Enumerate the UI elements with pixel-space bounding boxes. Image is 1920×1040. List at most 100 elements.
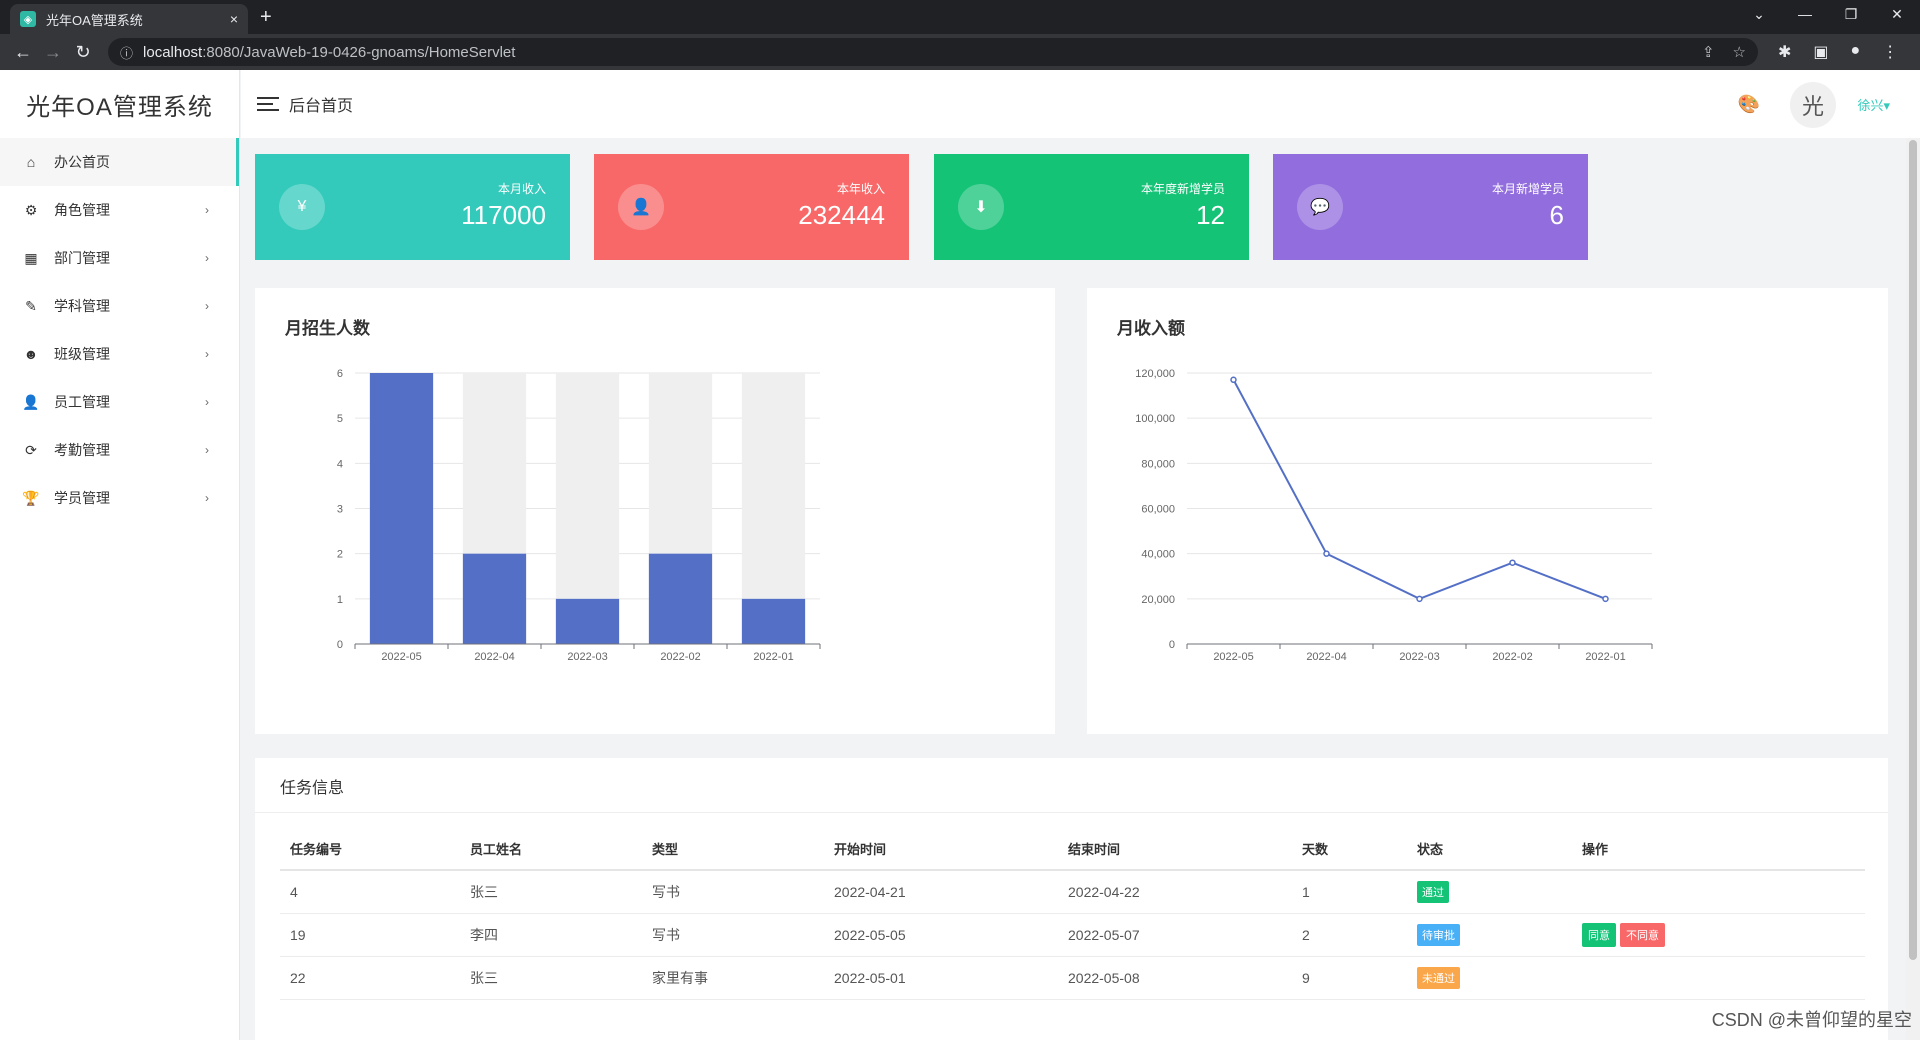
data-point[interactable] [1416,595,1423,603]
cell-status: 通过 [1407,870,1572,914]
stat-icon: ⬇ [958,184,1004,230]
sidebar-item-4[interactable]: ☻ 班级管理 › [0,330,239,378]
sidebar-item-icon: ☻ [23,346,39,362]
tab-close-icon[interactable]: × [229,11,238,27]
approve-button[interactable]: 同意 [1582,922,1616,947]
top-header: 后台首页 🎨 光 徐兴▾ [241,70,1920,138]
share-icon[interactable]: ⇪ [1701,44,1715,61]
cell-end: 2022-05-07 [1058,913,1292,957]
cell-type: 家里有事 [642,956,824,1000]
data-point[interactable] [1509,559,1516,566]
sidebar-item-label: 部门管理 [54,250,110,266]
stat-label: 本月收入 [497,182,546,196]
sidepanel-icon[interactable]: ▣ [1813,44,1829,61]
page-scrollbar[interactable] [1906,138,1920,1040]
app-logo[interactable]: 光年OA管理系统 [26,93,213,121]
profile-icon[interactable]: ● [1850,42,1861,59]
tab-title: 光年OA管理系统 [46,12,143,28]
y-tick-label: 4 [337,458,343,470]
y-tick-label: 2 [337,549,343,561]
cell-id: 19 [280,913,460,957]
sidebar-item-1[interactable]: ⚙ 角色管理 › [0,186,239,234]
new-tab-button[interactable]: + [260,6,272,28]
reload-icon[interactable]: ↻ [75,41,91,62]
menu-toggle-icon[interactable] [257,97,279,111]
data-point[interactable] [1230,376,1237,384]
browser-tab[interactable]: ◈ 光年OA管理系统 × [10,4,248,34]
y-tick-label: 5 [337,413,343,425]
reject-button[interactable]: 不同意 [1620,922,1665,947]
sidebar-item-2[interactable]: ▦ 部门管理 › [0,234,239,282]
column-header: 操作 [1572,828,1865,871]
stat-icon: 💬 [1297,184,1343,230]
sidebar-item-label: 学员管理 [54,490,110,506]
table-body: 4 张三 写书 2022-04-21 2022-04-22 1 通过 19 李四 写书 2022-0… [280,870,1865,1000]
browser-tabbar: ◈ 光年OA管理系统 × + ⌄ — ❐ ✕ [0,0,1920,34]
site-info-icon[interactable]: ⓘ [120,45,134,61]
browser-menu-icon[interactable]: ⋮ [1882,44,1899,61]
line-chart-card: 月收入额 0 20,000 40,000 60,000 80,000 100,000 120… [1087,288,1888,734]
bar[interactable] [741,598,806,644]
url-input[interactable]: ⓘ localhost :8080/JavaWeb-19-0426-gnoams… [108,38,1758,66]
stat-card-3: 💬 本月新增学员 6 [1273,154,1588,260]
sidebar-item-3[interactable]: ✎ 学科管理 › [0,282,239,330]
sidebar-item-5[interactable]: 👤 员工管理 › [0,378,239,426]
stat-label: 本年收入 [836,182,885,196]
sidebar-item-0[interactable]: ⌂ 办公首页 [0,138,239,186]
bookmark-star-icon[interactable]: ☆ [1732,44,1746,61]
sidebar-item-6[interactable]: ⟳ 考勤管理 › [0,426,239,474]
watermark: CSDN @未曾仰望的星空 [1711,1010,1912,1030]
line-chart: 0 20,000 40,000 60,000 80,000 100,000 120,000 2… [1135,368,1653,663]
url-path: :8080/JavaWeb-19-0426-gnoams/HomeServlet [202,43,516,61]
extensions-icon[interactable]: ✱ [1778,44,1792,61]
table-row: 4 张三 写书 2022-04-21 2022-04-22 1 通过 [280,870,1865,914]
window-controls: ⌄ — ❐ ✕ [1736,0,1920,28]
x-tick-label: 2022-04 [1306,651,1346,663]
bar-background [741,373,806,644]
column-header: 员工姓名 [460,828,642,871]
favicon-icon: ◈ [20,11,36,27]
divider [255,812,1888,813]
bar[interactable] [555,598,620,644]
bar-chart-card: 月招生人数 0 1 2 3 4 5 6 2022-05 2022-04 2022-03 2022-0… [255,288,1055,734]
bar[interactable] [462,553,527,644]
x-tick-label: 2022-04 [474,651,514,663]
tab-search-icon[interactable]: ⌄ [1753,6,1765,22]
stat-icon: ¥ [279,184,325,230]
column-header: 开始时间 [824,828,1058,871]
user-dropdown[interactable]: 徐兴▾ [1857,98,1890,113]
chevron-right-icon: › [205,395,209,409]
bar[interactable] [648,553,713,644]
x-tick-label: 2022-03 [567,651,607,663]
avatar[interactable]: 光 [1790,82,1836,128]
cell-type: 写书 [642,870,824,914]
sidebar-item-7[interactable]: 🏆 学员管理 › [0,474,239,522]
task-table: 任务编号 员工姓名 类型 开始时间 结束时间 天数 状态 操作 4 张三 写书 2022-04-21… [280,828,1865,1000]
cell-end: 2022-04-22 [1058,870,1292,914]
bar[interactable] [369,373,434,644]
x-tick-label: 2022-02 [1492,651,1532,663]
restore-button[interactable]: ❐ [1844,6,1858,22]
y-tick-label: 20,000 [1141,594,1175,606]
status-badge: 待审批 [1417,923,1460,946]
sidebar-item-icon: ⌂ [26,154,36,170]
column-header: 类型 [642,828,824,871]
status-badge: 通过 [1417,880,1449,903]
stat-card-1: 👤 本年收入 232444 [594,154,909,260]
sidebar-item-label: 员工管理 [54,394,110,410]
data-point[interactable] [1323,550,1330,557]
column-header: 状态 [1407,828,1572,871]
forward-icon[interactable]: → [44,41,62,62]
y-tick-label: 40,000 [1141,549,1175,561]
back-icon[interactable]: ← [14,41,32,62]
x-tick-label: 2022-02 [660,651,700,663]
y-tick-label: 100,000 [1135,413,1175,425]
cell-status: 待审批 [1407,913,1572,957]
cell-id: 22 [280,956,460,1000]
minimize-button[interactable]: — [1798,6,1812,22]
close-window-button[interactable]: ✕ [1891,6,1903,22]
data-point[interactable] [1602,595,1609,603]
theme-palette-icon[interactable]: 🎨 [1737,94,1760,114]
sidebar-item-label: 学科管理 [54,298,110,314]
sidebar-item-label: 办公首页 [54,154,110,170]
